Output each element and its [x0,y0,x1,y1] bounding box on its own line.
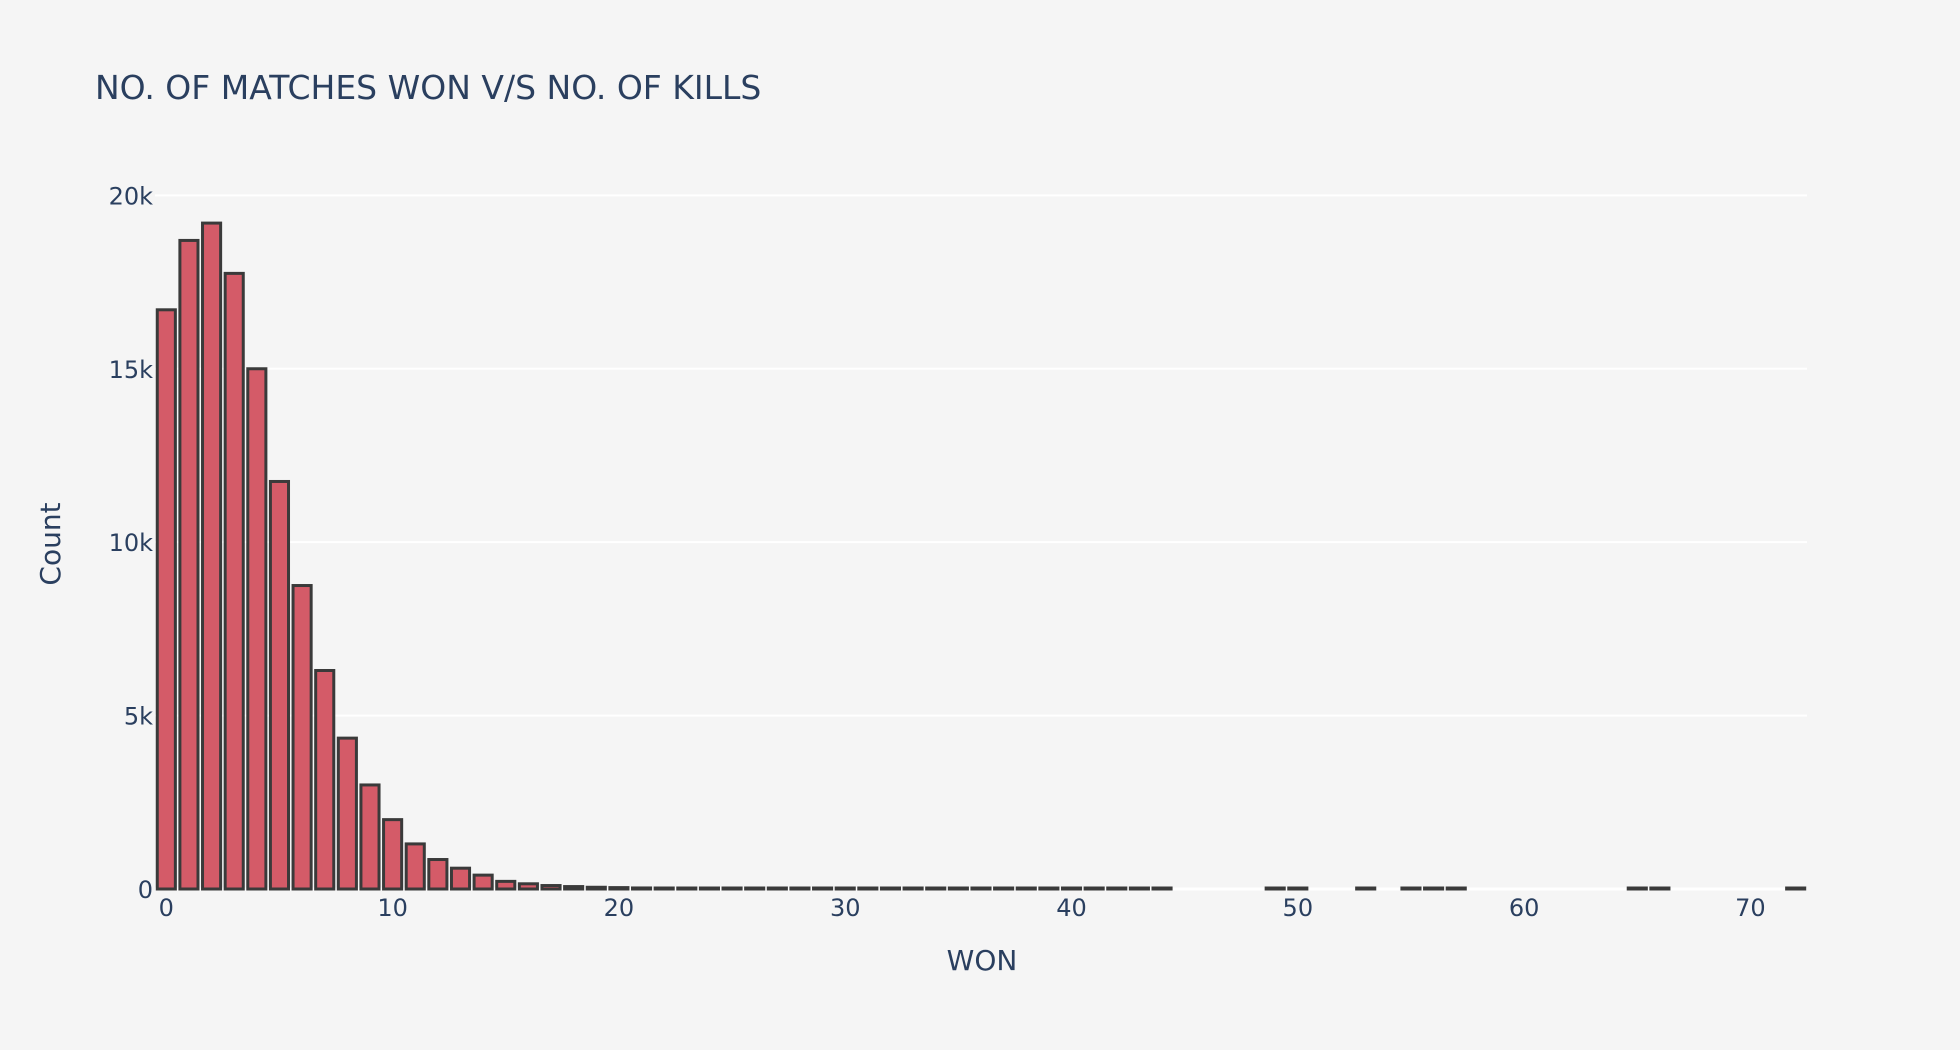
histogram-bar [925,886,947,891]
histogram-bar [879,886,902,891]
histogram-bar [336,736,358,891]
x-tick-label: 50 [1283,894,1314,922]
y-tick-label: 15k [109,356,154,384]
histogram-bar [359,783,381,891]
histogram-bar [155,308,177,891]
y-axis-ticks: 0 5k 10k 15k 20k [109,182,154,904]
histogram-bar [1445,886,1467,891]
histogram-bar [1106,886,1128,891]
histogram-bar [970,886,992,891]
x-axis-ticks: 0 10 20 30 40 50 60 70 [159,894,1766,922]
y-tick-label: 20k [109,182,154,210]
histogram-bar [404,842,426,891]
histogram-bar [291,584,313,891]
histogram-bar [812,886,834,891]
histogram-bar [246,367,268,891]
histogram-bar [1355,886,1377,891]
histogram-bar [563,885,585,891]
x-tick-label: 20 [604,894,635,922]
histogram-bar [1060,886,1083,891]
y-tick-label: 0 [138,876,153,904]
histogram-bar [947,886,969,891]
histogram-bar [223,271,245,891]
histogram-bar [540,884,562,891]
histogram-bar [676,886,698,891]
histogram-bar [1400,886,1422,891]
histogram-bar [1083,886,1105,891]
histogram-bar [1038,886,1060,891]
histogram-bar [1626,886,1648,891]
histogram-bar [1151,886,1173,891]
histogram-bar [427,858,449,891]
histogram-bar [585,885,607,891]
histogram-bar [449,866,472,891]
x-tick-label: 30 [830,894,861,922]
histogram-bar [608,886,630,891]
x-tick-label: 40 [1056,894,1087,922]
y-tick-label: 5k [124,703,153,731]
x-tick-label: 70 [1735,894,1766,922]
histogram-bar [789,886,811,891]
histogram-bar [517,882,539,891]
histogram-bar [993,886,1015,891]
histogram-bar [268,479,291,891]
histogram-bar [857,886,879,891]
histogram-bar [1785,886,1807,891]
y-axis-title: Count [34,502,67,585]
histogram-bar [721,886,743,891]
histogram-bar [1264,886,1286,891]
histogram-bar [314,668,336,891]
chart-title: NO. OF MATCHES WON V/S NO. OF KILLS [95,68,761,107]
histogram-bar [178,238,200,891]
histogram-bar [698,886,720,891]
histogram-bar [653,886,675,891]
histogram-bar [766,886,788,891]
histogram-bar [495,879,517,891]
histogram-bar [1649,886,1671,891]
x-axis-title: WON [947,944,1018,977]
x-tick-label: 0 [159,894,174,922]
histogram-bar [902,886,924,891]
histogram-bar [472,873,494,891]
x-tick-label: 60 [1509,894,1540,922]
y-tick-label: 10k [109,529,154,557]
histogram-bar [744,886,766,891]
bars [155,221,1807,891]
histogram-bar [201,221,223,891]
histogram-bar [834,886,856,891]
histogram-bar [1128,886,1150,891]
histogram-bar [1423,886,1445,891]
histogram-bar [1287,886,1309,891]
histogram-bar [1015,886,1037,891]
histogram-bar [630,886,653,891]
x-tick-label: 10 [377,894,408,922]
histogram-bar [382,818,404,891]
